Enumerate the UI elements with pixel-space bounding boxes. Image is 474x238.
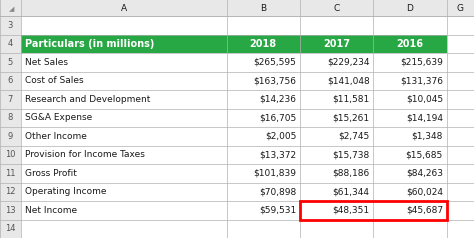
- Text: 2016: 2016: [397, 39, 424, 49]
- Text: Provision for Income Taxes: Provision for Income Taxes: [25, 150, 145, 159]
- Text: Gross Profit: Gross Profit: [25, 169, 76, 178]
- Text: Cost of Sales: Cost of Sales: [25, 76, 83, 85]
- Text: $10,045: $10,045: [406, 95, 443, 104]
- Text: $101,839: $101,839: [253, 169, 296, 178]
- Text: 12: 12: [5, 187, 16, 196]
- Text: D: D: [407, 4, 413, 13]
- Text: Particulars (in millions): Particulars (in millions): [25, 39, 154, 49]
- Text: $11,581: $11,581: [332, 95, 370, 104]
- Text: 5: 5: [8, 58, 13, 67]
- Text: 14: 14: [5, 224, 16, 233]
- Text: 8: 8: [8, 113, 13, 122]
- Text: $215,639: $215,639: [400, 58, 443, 67]
- Text: 13: 13: [5, 206, 16, 215]
- Text: 9: 9: [8, 132, 13, 141]
- Text: $265,595: $265,595: [253, 58, 296, 67]
- Text: 11: 11: [5, 169, 16, 178]
- Text: $16,705: $16,705: [259, 113, 296, 122]
- Text: SG&A Expense: SG&A Expense: [25, 113, 92, 122]
- Text: ◢: ◢: [9, 6, 15, 12]
- Text: $141,048: $141,048: [327, 76, 370, 85]
- Text: $14,194: $14,194: [406, 113, 443, 122]
- Text: $45,687: $45,687: [406, 206, 443, 215]
- Text: Other Income: Other Income: [25, 132, 86, 141]
- Text: 4: 4: [8, 40, 13, 48]
- Text: $14,236: $14,236: [259, 95, 296, 104]
- Text: $88,186: $88,186: [332, 169, 370, 178]
- Text: Operating Income: Operating Income: [25, 187, 106, 196]
- Text: 10: 10: [5, 150, 16, 159]
- Text: Research and Development: Research and Development: [25, 95, 150, 104]
- Text: G: G: [457, 4, 464, 13]
- Text: $59,531: $59,531: [259, 206, 296, 215]
- Text: C: C: [334, 4, 340, 13]
- Text: $15,261: $15,261: [332, 113, 370, 122]
- Text: $15,685: $15,685: [406, 150, 443, 159]
- Text: $70,898: $70,898: [259, 187, 296, 196]
- Text: $229,234: $229,234: [327, 58, 370, 67]
- Text: B: B: [260, 4, 266, 13]
- Text: $163,756: $163,756: [253, 76, 296, 85]
- Text: $131,376: $131,376: [400, 76, 443, 85]
- Text: $2,745: $2,745: [338, 132, 370, 141]
- Text: $48,351: $48,351: [332, 206, 370, 215]
- Text: $2,005: $2,005: [265, 132, 296, 141]
- Text: $61,344: $61,344: [333, 187, 370, 196]
- Text: $60,024: $60,024: [406, 187, 443, 196]
- Bar: [0, 16, 21, 238]
- Text: 6: 6: [8, 76, 13, 85]
- Text: 7: 7: [8, 95, 13, 104]
- Text: $84,263: $84,263: [406, 169, 443, 178]
- Text: 3: 3: [8, 21, 13, 30]
- Text: $15,738: $15,738: [332, 150, 370, 159]
- Text: 2018: 2018: [250, 39, 277, 49]
- Bar: [21, 35, 447, 53]
- Text: $13,372: $13,372: [259, 150, 296, 159]
- Bar: [300, 201, 447, 219]
- Text: Net Income: Net Income: [25, 206, 77, 215]
- Text: $1,348: $1,348: [411, 132, 443, 141]
- Text: 2017: 2017: [323, 39, 350, 49]
- Text: Net Sales: Net Sales: [25, 58, 68, 67]
- Bar: [0, 0, 474, 16]
- Text: A: A: [121, 4, 127, 13]
